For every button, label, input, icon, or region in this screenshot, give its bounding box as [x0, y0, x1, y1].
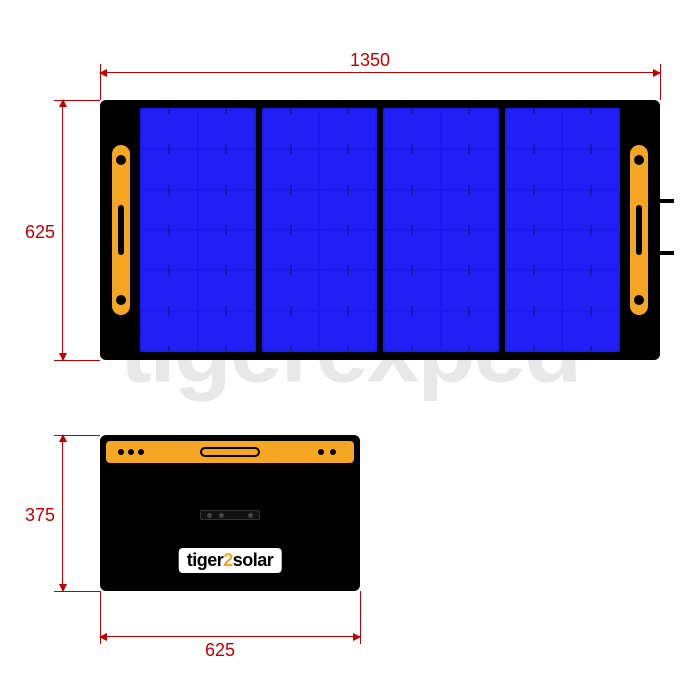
solar-cell	[385, 271, 440, 309]
right-endcap	[626, 108, 652, 352]
brand-post: solar	[233, 550, 274, 570]
carry-handle-icon	[200, 447, 260, 457]
solar-cell	[507, 231, 562, 269]
solar-cell	[385, 191, 440, 229]
solar-cell	[442, 312, 497, 350]
solar-cell	[320, 231, 375, 269]
solar-cell	[320, 110, 375, 148]
solar-cell	[199, 312, 254, 350]
brand-logo: tiger2solar	[179, 548, 282, 573]
output-port-icon	[200, 510, 260, 520]
brand-accent: 2	[223, 550, 233, 570]
output-cable-icon	[660, 199, 674, 203]
solar-subpanel	[505, 108, 621, 352]
solar-cell	[385, 110, 440, 148]
solar-cell	[507, 312, 562, 350]
dimension-folded-height	[62, 435, 63, 591]
folded-top-strip	[106, 441, 354, 463]
solar-cell	[142, 231, 197, 269]
solar-cell	[563, 150, 618, 188]
solar-cell	[507, 110, 562, 148]
solar-subpanel	[140, 108, 256, 352]
solar-cell	[199, 191, 254, 229]
solar-cell	[442, 191, 497, 229]
solar-cell	[142, 110, 197, 148]
solar-cell	[264, 110, 319, 148]
solar-cell	[385, 150, 440, 188]
solar-cell	[320, 271, 375, 309]
solar-subpanel	[383, 108, 499, 352]
solar-cell	[507, 271, 562, 309]
dimension-label: 1350	[348, 50, 392, 71]
dimension-label: 625	[203, 640, 237, 661]
solar-cell	[563, 191, 618, 229]
solar-cell	[320, 150, 375, 188]
solar-cell	[442, 150, 497, 188]
solar-cell	[563, 271, 618, 309]
dimension-label: 375	[23, 505, 57, 526]
solar-cell	[264, 150, 319, 188]
solar-cell	[385, 312, 440, 350]
diagram-canvas: tiger2solar 1350 625 375 625	[0, 0, 700, 700]
dimension-open-height	[62, 100, 63, 360]
solar-cell	[142, 271, 197, 309]
solar-cell	[142, 150, 197, 188]
solar-cell	[563, 110, 618, 148]
solar-cell	[507, 191, 562, 229]
solar-cell	[264, 312, 319, 350]
solar-cell	[442, 231, 497, 269]
left-endcap	[108, 108, 134, 352]
solar-cell	[199, 110, 254, 148]
left-handle	[112, 145, 130, 316]
solar-cell	[264, 271, 319, 309]
output-cable-icon	[660, 251, 674, 255]
solar-cell	[320, 312, 375, 350]
dimension-label: 625	[23, 222, 57, 243]
solar-cell	[442, 110, 497, 148]
solar-subpanel	[262, 108, 378, 352]
dimension-open-width	[100, 72, 660, 73]
solar-cell	[264, 231, 319, 269]
solar-cell	[199, 150, 254, 188]
solar-cell	[320, 191, 375, 229]
solar-cell	[264, 191, 319, 229]
brand-pre: tiger	[187, 550, 224, 570]
solar-cell	[507, 150, 562, 188]
solar-cell	[563, 231, 618, 269]
solar-cell	[385, 231, 440, 269]
folded-solar-panel: tiger2solar	[100, 435, 360, 591]
solar-cell	[563, 312, 618, 350]
right-handle	[630, 145, 648, 316]
solar-cell	[442, 271, 497, 309]
dimension-folded-width	[100, 636, 360, 637]
solar-cell	[142, 312, 197, 350]
solar-cell	[142, 191, 197, 229]
open-solar-panel	[100, 100, 660, 360]
solar-cell	[199, 231, 254, 269]
solar-cell	[199, 271, 254, 309]
